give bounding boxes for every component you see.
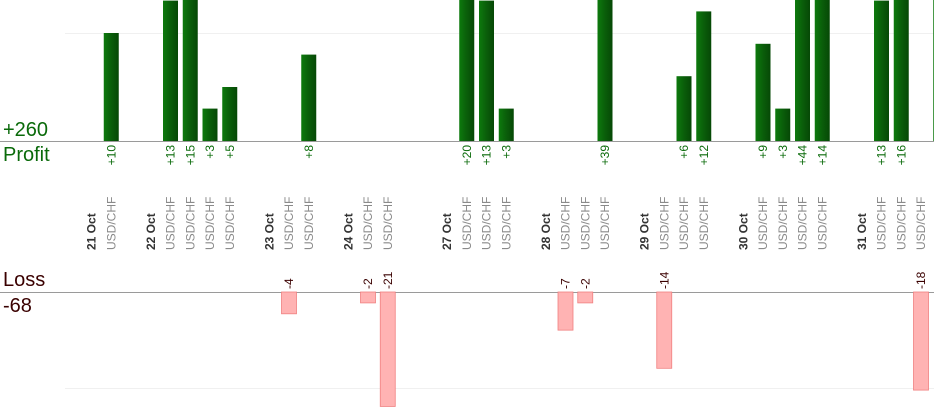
loss-bar	[281, 291, 297, 315]
pair-label: USD/CHF	[776, 197, 790, 250]
pair-label: USD/CHF	[203, 197, 217, 250]
pair-label: USD/CHF	[460, 197, 474, 250]
loss-bar	[656, 291, 673, 369]
profit-value-label: +13	[480, 145, 494, 166]
pair-label: USD/CHF	[183, 197, 197, 250]
pair-label: USD/CHF	[914, 197, 928, 250]
profit-bar	[755, 43, 771, 141]
bars	[103, 0, 934, 407]
pair-label: USD/CHF	[559, 197, 573, 250]
pair-label: USD/CHF	[578, 197, 592, 250]
pair-label: USD/CHF	[499, 197, 513, 250]
profit-bar	[103, 33, 119, 141]
date-label: 28 Oct	[539, 213, 553, 250]
loss-total: -68	[3, 295, 32, 317]
pair-label: USD/CHF	[756, 197, 770, 250]
pair-label: USD/CHF	[104, 197, 118, 250]
profit-bar	[479, 0, 494, 141]
profit-value-label: +3	[776, 145, 790, 159]
profit-value-label: +15	[183, 145, 197, 166]
profit-value-label: +9	[756, 145, 770, 159]
profit-bar	[775, 108, 791, 141]
pair-label: USD/CHF	[361, 197, 375, 250]
pair-label: USD/CHF	[796, 197, 810, 250]
date-label: 23 Oct	[262, 213, 276, 250]
pair-label: USD/CHF	[381, 197, 395, 250]
date-label: 30 Oct	[736, 213, 750, 250]
pair-label: USD/CHF	[815, 197, 829, 250]
pair-label: USD/CHF	[282, 197, 296, 250]
profit-value-label: +13	[875, 145, 889, 166]
profit-value-label: +39	[598, 145, 612, 166]
profit-label: Profit	[3, 144, 50, 166]
profit-total: +260	[3, 119, 49, 141]
date-label: 29 Oct	[638, 213, 652, 250]
date-label: 24 Oct	[341, 213, 355, 250]
grid-lines	[0, 33, 934, 389]
profit-bar	[893, 0, 909, 141]
pair-label: USD/CHF	[697, 197, 711, 250]
profit-value-label: +13	[164, 145, 178, 166]
pair-label: USD/CHF	[480, 197, 494, 250]
profit-value-label: +20	[460, 145, 474, 166]
profit-bar	[202, 108, 218, 141]
loss-value-label: -18	[914, 271, 928, 289]
pair-label: USD/CHF	[598, 197, 612, 250]
pair-label: USD/CHF	[894, 197, 908, 250]
loss-bar	[577, 291, 594, 304]
pair-label: USD/CHF	[223, 197, 237, 250]
pair-label: USD/CHF	[677, 197, 691, 250]
profit-value-label: +14	[815, 145, 829, 166]
loss-label: Loss	[3, 269, 46, 291]
profit-bar	[222, 87, 238, 141]
pair-label: USD/CHF	[657, 197, 671, 250]
profit-value-label: +16	[894, 145, 908, 166]
profit-bar	[874, 0, 889, 141]
profit-value-label: +8	[302, 145, 316, 159]
profit-bar	[459, 0, 475, 141]
profit-bar	[498, 108, 514, 141]
profit-bar	[676, 76, 692, 141]
loss-bar	[379, 291, 396, 407]
loss-value-label: -7	[559, 278, 573, 289]
loss-bar	[557, 291, 574, 331]
loss-value-label: -2	[361, 278, 375, 289]
profit-value-label: +3	[203, 145, 217, 159]
loss-value-label: -14	[657, 271, 671, 289]
pair-label: USD/CHF	[164, 197, 178, 250]
profit-bar	[301, 54, 317, 141]
profit-bar	[182, 0, 198, 141]
pair-label: USD/CHF	[302, 197, 316, 250]
profit-value-label: +44	[796, 145, 810, 166]
profit-bar	[814, 0, 830, 141]
profit-value-label: +6	[677, 145, 691, 159]
loss-bar	[913, 291, 929, 391]
loss-value-label: -2	[578, 278, 592, 289]
date-label: 21 Oct	[85, 213, 99, 250]
profit-value-label: +3	[499, 145, 513, 159]
date-label: 31 Oct	[855, 213, 869, 250]
profit-bar	[795, 0, 810, 141]
loss-value-label: -21	[381, 271, 395, 289]
profit-value-label: +10	[104, 145, 118, 166]
profit-value-label: +12	[697, 145, 711, 166]
pair-label: USD/CHF	[875, 197, 889, 250]
profit-value-label: +5	[223, 145, 237, 159]
labels: 21 Oct USD/CHF +10 22 Oct USD/CHF +13 USD/CHF +…	[85, 145, 934, 289]
profit-bar	[163, 0, 178, 141]
loss-bar	[360, 291, 376, 304]
date-label: 27 Oct	[440, 213, 454, 250]
date-label: 22 Oct	[144, 213, 158, 250]
profit-bar	[696, 11, 712, 142]
loss-value-label: -4	[282, 278, 296, 289]
profit-bar	[597, 0, 613, 141]
